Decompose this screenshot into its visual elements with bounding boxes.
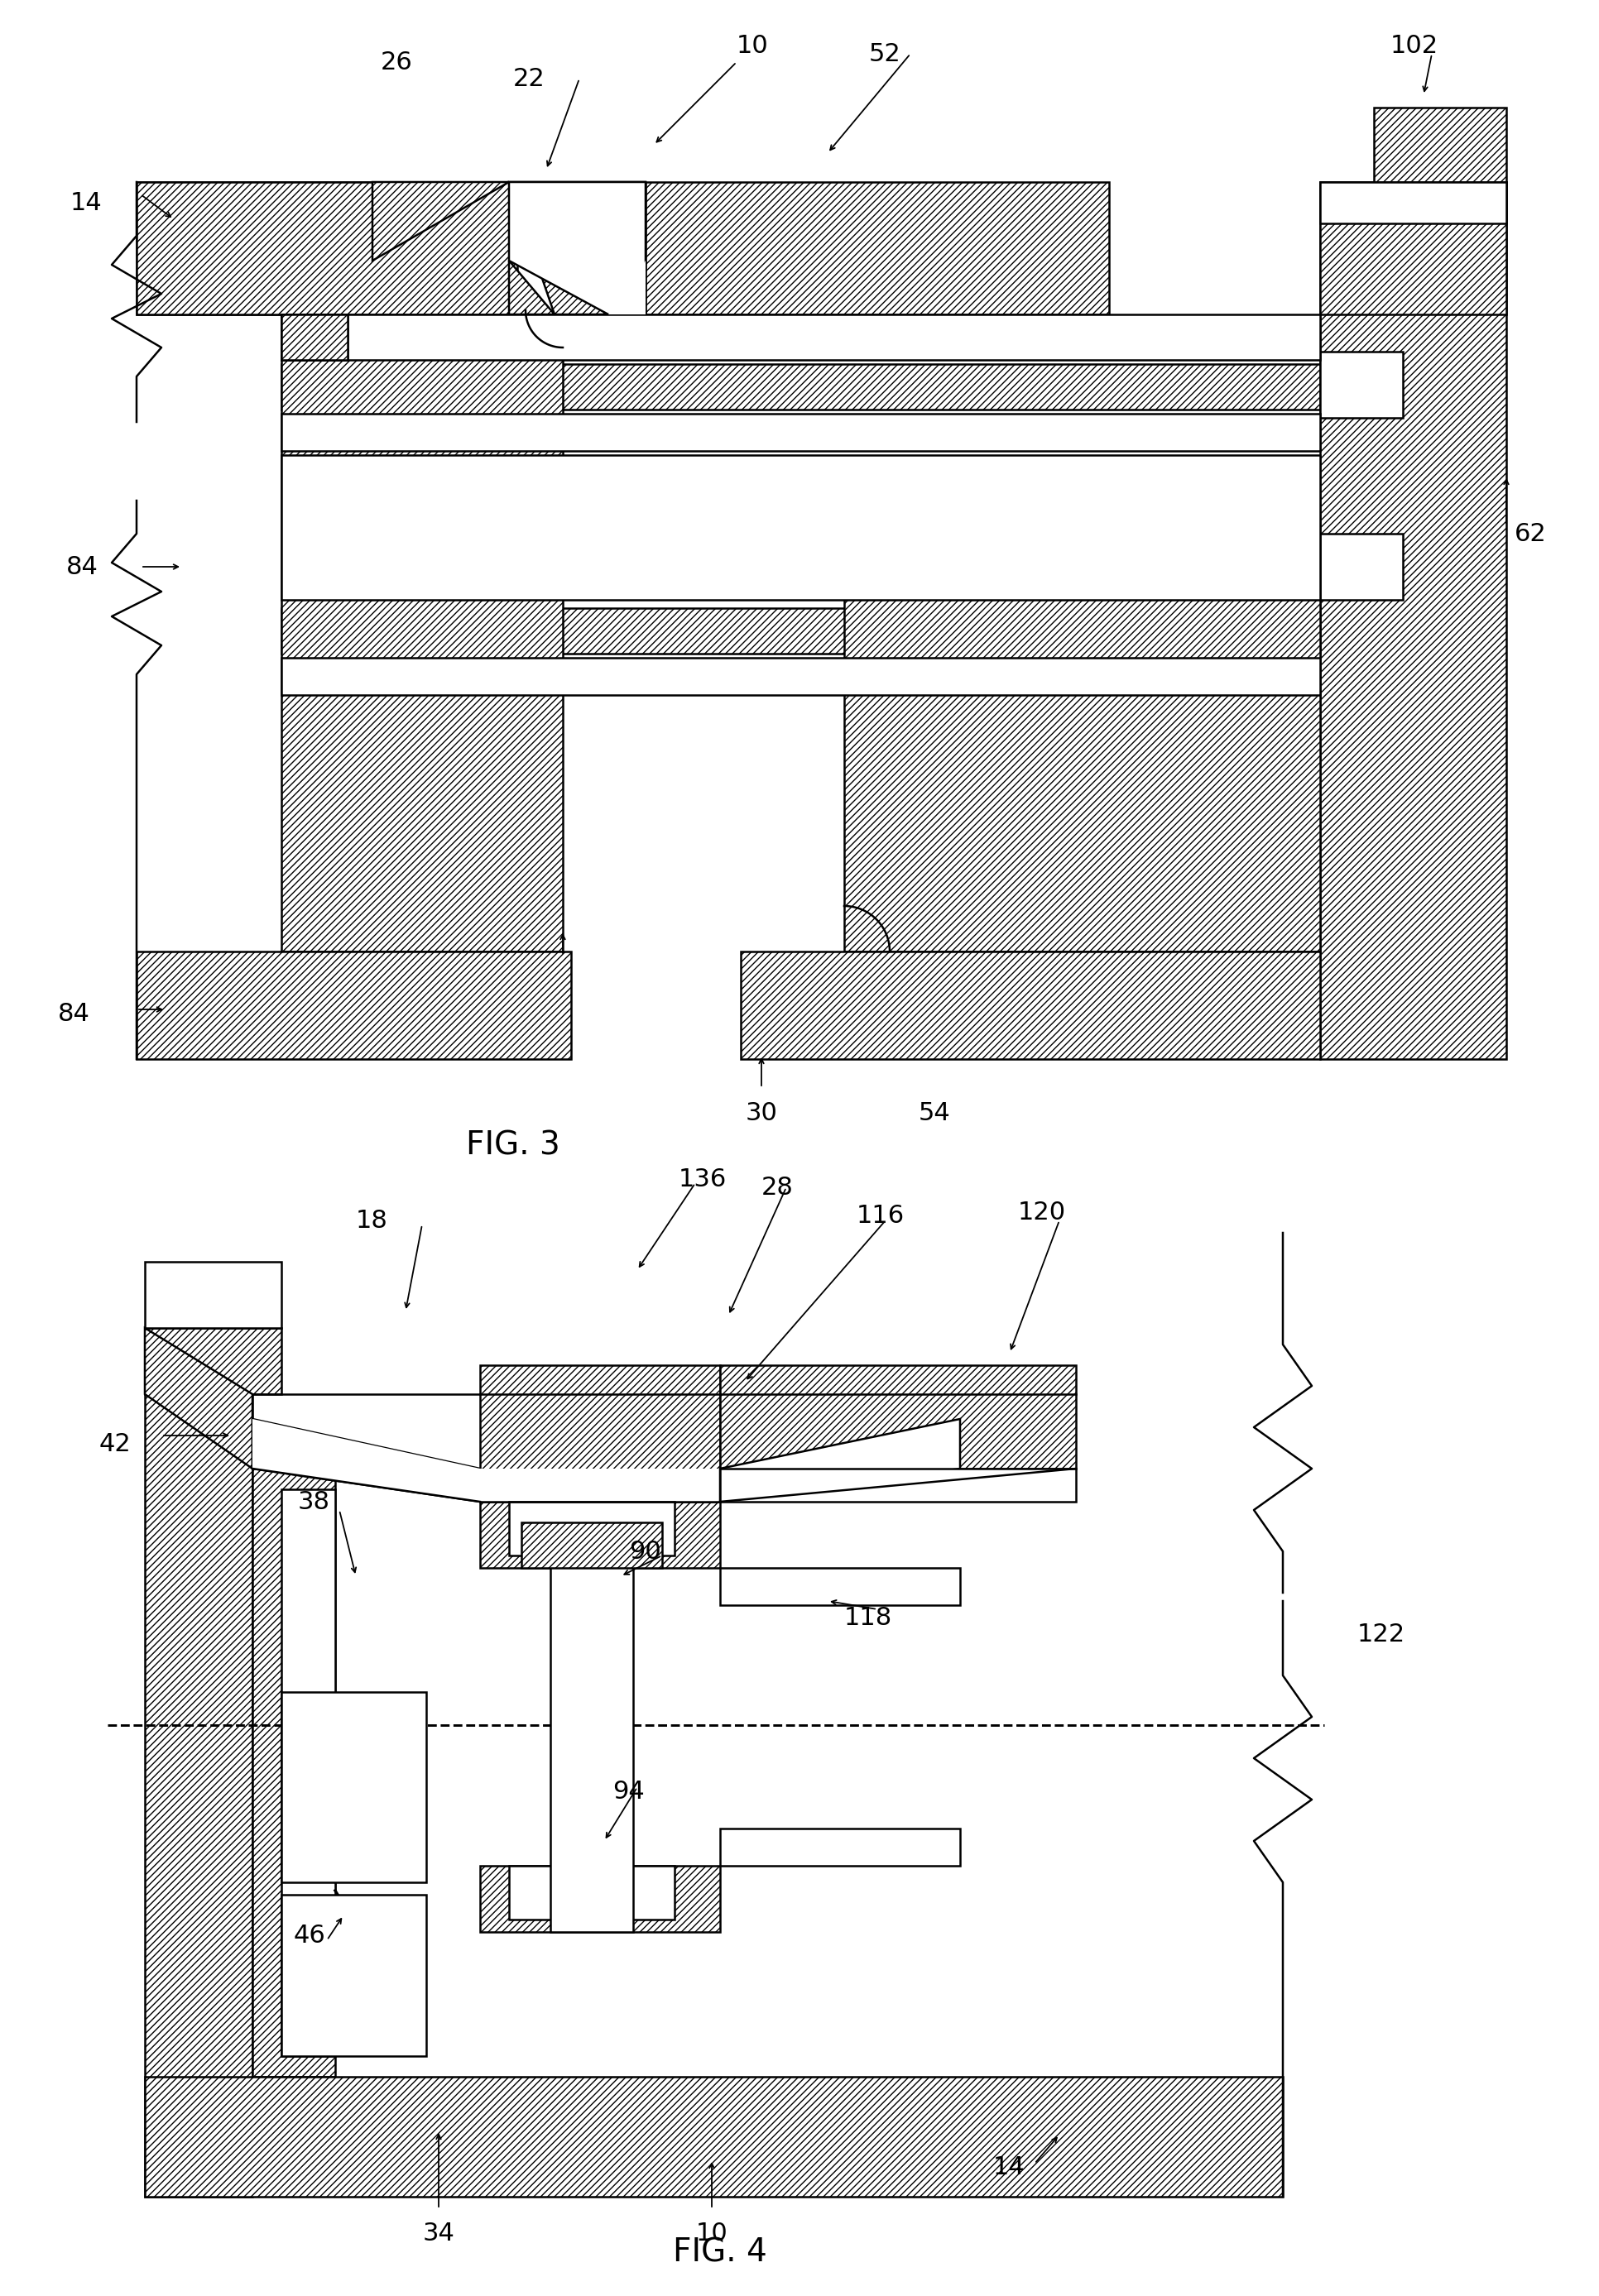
Text: 14: 14 <box>70 191 102 216</box>
Bar <box>281 365 1321 409</box>
Text: FIG. 4: FIG. 4 <box>673 2236 768 2268</box>
Bar <box>136 951 571 1058</box>
Text: 120: 120 <box>1019 1201 1067 1224</box>
Polygon shape <box>608 262 646 315</box>
Bar <box>281 356 563 951</box>
Text: 94: 94 <box>612 1779 644 1802</box>
Bar <box>146 1327 253 2197</box>
Bar <box>281 413 1321 450</box>
Bar <box>1321 351 1402 418</box>
Bar <box>720 1469 1076 1502</box>
Bar <box>281 1490 336 2055</box>
Bar <box>146 2078 1282 2197</box>
Text: 30: 30 <box>745 1100 777 1125</box>
Bar <box>480 1867 720 1931</box>
Text: 62: 62 <box>1514 521 1546 546</box>
Bar <box>720 1366 1076 1469</box>
Bar <box>281 455 1321 599</box>
Text: 54: 54 <box>919 1100 951 1125</box>
Text: 22: 22 <box>513 67 545 90</box>
Text: 10: 10 <box>696 2223 728 2245</box>
Text: 26: 26 <box>381 51 413 73</box>
Polygon shape <box>253 1419 959 1502</box>
Polygon shape <box>253 1419 480 1502</box>
Bar <box>1321 181 1506 223</box>
Polygon shape <box>508 181 646 315</box>
Bar <box>146 1327 281 1394</box>
Bar <box>646 181 1110 315</box>
Bar <box>1321 533 1402 599</box>
Polygon shape <box>508 181 646 315</box>
Bar <box>480 1502 720 1568</box>
Bar <box>521 1522 662 1568</box>
Bar <box>281 608 1321 654</box>
Text: 14: 14 <box>993 2156 1025 2179</box>
Text: 118: 118 <box>844 1605 892 1630</box>
Text: 52: 52 <box>868 41 902 67</box>
Text: 18: 18 <box>357 1208 389 1233</box>
Polygon shape <box>146 1327 253 1469</box>
Bar <box>508 1502 675 1554</box>
Bar <box>253 1469 336 2078</box>
Bar <box>146 1263 281 1327</box>
Bar <box>550 1559 633 1931</box>
Bar <box>740 951 1321 1058</box>
Bar <box>281 315 347 360</box>
Bar <box>281 315 347 360</box>
Bar <box>720 1828 959 1867</box>
Text: 42: 42 <box>99 1433 131 1456</box>
Text: 116: 116 <box>857 1205 905 1228</box>
Bar <box>844 595 1321 951</box>
Bar <box>136 181 516 315</box>
Bar <box>281 1894 427 2055</box>
Bar <box>480 1366 720 1486</box>
Bar <box>281 657 1321 696</box>
Bar <box>136 181 508 315</box>
Bar <box>281 1692 427 1883</box>
Bar <box>281 315 1321 360</box>
Text: 90: 90 <box>628 1538 660 1564</box>
Text: 84: 84 <box>58 1001 90 1026</box>
Polygon shape <box>373 181 508 262</box>
Bar <box>1321 181 1506 1058</box>
Text: 122: 122 <box>1358 1621 1406 1646</box>
Text: 84: 84 <box>66 556 99 579</box>
Text: 38: 38 <box>297 1490 331 1513</box>
Text: 46: 46 <box>294 1924 326 1947</box>
Text: 28: 28 <box>761 1176 793 1199</box>
Text: FIG. 3: FIG. 3 <box>465 1130 560 1162</box>
Polygon shape <box>720 1419 959 1502</box>
Bar <box>1321 181 1506 315</box>
Text: 136: 136 <box>678 1166 728 1192</box>
Text: 102: 102 <box>1391 34 1439 57</box>
Bar <box>1374 108 1506 181</box>
Text: 34: 34 <box>422 2223 454 2245</box>
Text: 10: 10 <box>737 34 769 57</box>
Bar <box>720 1568 959 1605</box>
Bar <box>508 1867 675 1919</box>
